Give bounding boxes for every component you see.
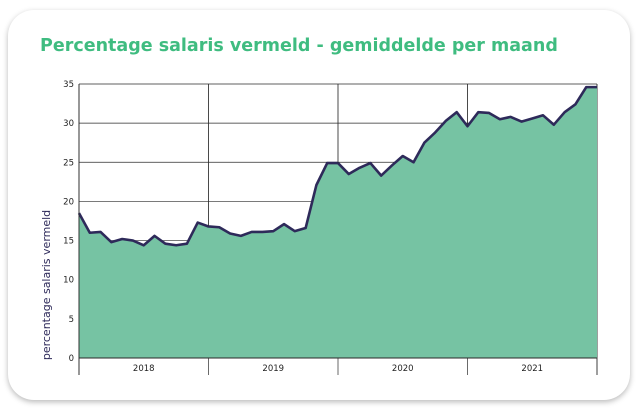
area-fill [79,87,597,358]
x-tick-label: 2020 [392,364,414,374]
y-tick-label: 25 [63,158,74,168]
x-tick-label: 2019 [262,364,284,374]
y-tick-labels: 0 5 10 15 20 25 30 35 [63,80,74,364]
plot-frame [78,84,597,375]
y-tick-label: 0 [69,354,74,364]
x-tick-label: 2018 [133,364,155,374]
y-tick-label: 35 [63,80,74,90]
y-axis-label: percentage salaris vermeld [40,210,53,360]
x-tick-labels: 2018 2019 2020 2021 [133,364,543,374]
y-tick-label: 30 [63,119,74,129]
y-tick-label: 10 [63,276,74,286]
chart-title: Percentage salaris vermeld - gemiddelde … [40,36,558,56]
y-tick-label: 20 [63,197,74,207]
y-tick-label: 5 [69,315,74,325]
y-tick-label: 15 [63,237,74,247]
x-tick-label: 2021 [521,364,543,374]
series-line [77,85,597,247]
